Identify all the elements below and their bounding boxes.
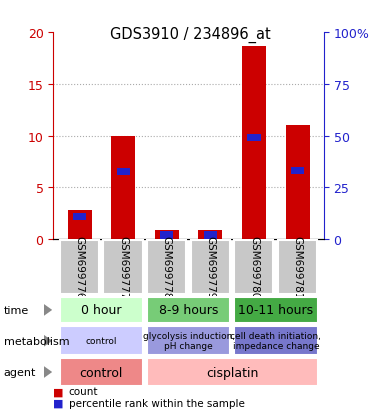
Bar: [286, 126, 310, 240]
Text: 10-11 hours: 10-11 hours: [238, 304, 314, 317]
Bar: [103, 241, 142, 294]
Text: GSM699781: GSM699781: [293, 236, 303, 299]
Bar: [190, 241, 230, 294]
Bar: [234, 327, 317, 355]
Text: GSM699776: GSM699776: [75, 236, 85, 299]
Bar: [147, 297, 230, 323]
Text: metabolism: metabolism: [4, 336, 69, 346]
Bar: [60, 297, 143, 323]
Bar: [73, 213, 86, 221]
Bar: [199, 230, 223, 240]
Text: control: control: [80, 366, 123, 379]
Text: ■: ■: [53, 387, 64, 396]
Bar: [60, 327, 143, 355]
Text: GSM699779: GSM699779: [205, 236, 215, 299]
Text: GSM699777: GSM699777: [118, 236, 128, 299]
Text: 8-9 hours: 8-9 hours: [159, 304, 218, 317]
Bar: [234, 241, 274, 294]
Text: agent: agent: [4, 367, 36, 377]
Text: control: control: [86, 337, 117, 345]
Text: time: time: [4, 305, 29, 315]
Text: cisplatin: cisplatin: [206, 366, 258, 379]
Polygon shape: [44, 366, 52, 378]
Bar: [60, 358, 143, 386]
Bar: [60, 241, 99, 294]
Bar: [117, 169, 130, 176]
Text: GSM699778: GSM699778: [162, 236, 172, 299]
Text: cell death initiation,
impedance change: cell death initiation, impedance change: [231, 331, 321, 351]
Bar: [111, 136, 135, 240]
Text: GDS3910 / 234896_at: GDS3910 / 234896_at: [110, 27, 271, 43]
Polygon shape: [44, 304, 52, 316]
Text: 0 hour: 0 hour: [81, 304, 122, 317]
Text: glycolysis induction,
pH change: glycolysis induction, pH change: [142, 331, 235, 351]
Text: percentile rank within the sample: percentile rank within the sample: [69, 398, 245, 408]
Bar: [147, 241, 186, 294]
Bar: [234, 297, 317, 323]
Bar: [204, 232, 217, 239]
Bar: [278, 241, 317, 294]
Bar: [247, 135, 261, 142]
Bar: [291, 168, 304, 175]
Bar: [242, 47, 266, 240]
Bar: [67, 211, 91, 240]
Text: GSM699780: GSM699780: [249, 236, 259, 299]
Bar: [160, 232, 173, 239]
Bar: [147, 327, 230, 355]
Text: ■: ■: [53, 398, 64, 408]
Polygon shape: [44, 335, 52, 347]
Text: count: count: [69, 387, 98, 396]
Bar: [147, 358, 317, 386]
Bar: [155, 230, 179, 240]
